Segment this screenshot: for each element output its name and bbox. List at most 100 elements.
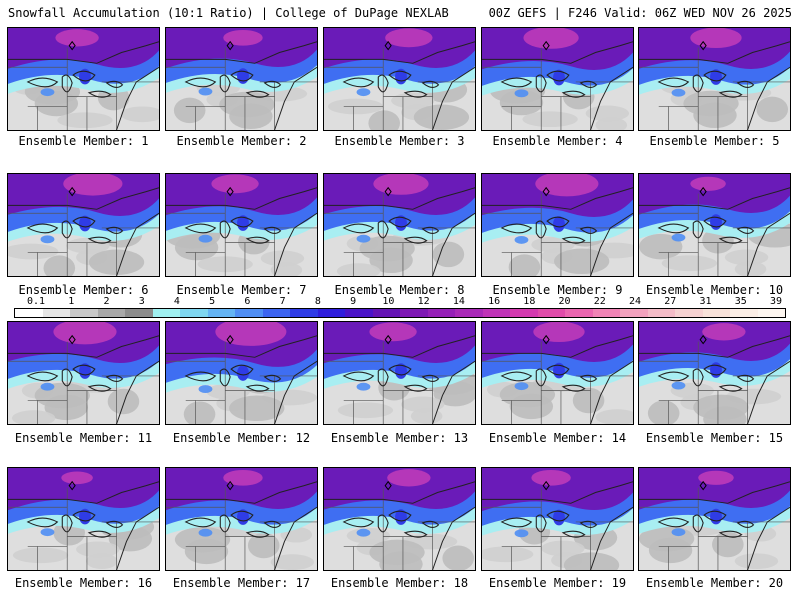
colorbar-swatch xyxy=(42,309,70,317)
colorbar-tick-label: 5 xyxy=(209,296,216,307)
colorbar-swatch xyxy=(647,309,675,317)
ensemble-member-label: Ensemble Member: 12 xyxy=(172,431,311,445)
colorbar-swatch xyxy=(235,309,263,317)
colorbar-tick-label: 31 xyxy=(699,296,712,307)
snowfall-map xyxy=(482,174,633,276)
ensemble-member-label: Ensemble Member: 16 xyxy=(14,576,153,590)
colorbar-swatch xyxy=(565,309,593,317)
ensemble-member-label: Ensemble Member: 20 xyxy=(645,576,784,590)
run-info: 00Z GEFS | F246 Valid: 06Z WED NOV 26 20… xyxy=(488,6,792,20)
snowfall-map xyxy=(166,174,317,276)
colorbar-swatch xyxy=(125,309,153,317)
ensemble-map-panel xyxy=(638,321,791,425)
colorbar xyxy=(14,308,786,318)
snowfall-map xyxy=(324,174,475,276)
snowfall-map xyxy=(324,468,475,570)
snowfall-map xyxy=(639,322,790,424)
ensemble-member-label: Ensemble Member: 19 xyxy=(488,576,627,590)
colorbar-swatch xyxy=(15,309,43,317)
colorbar-tick-label: 20 xyxy=(558,296,571,307)
snowfall-map xyxy=(166,322,317,424)
colorbar-swatch xyxy=(482,309,510,317)
colorbar-swatch xyxy=(372,309,400,317)
ensemble-member-label: Ensemble Member: 1 xyxy=(18,134,149,148)
colorbar-swatch xyxy=(510,309,538,317)
colorbar-swatch xyxy=(730,309,758,317)
colorbar-tick-label: 0.1 xyxy=(26,296,46,307)
colorbar-tick-label: 16 xyxy=(488,296,501,307)
ensemble-map-panel xyxy=(165,467,318,571)
ensemble-member-label: Ensemble Member: 8 xyxy=(334,283,465,297)
ensemble-map-panel xyxy=(323,467,476,571)
snowfall-map xyxy=(8,174,159,276)
ensemble-map-panel xyxy=(323,173,476,277)
ensemble-member-label: Ensemble Member: 4 xyxy=(492,134,623,148)
colorbar-swatch xyxy=(675,309,703,317)
snowfall-map xyxy=(482,28,633,130)
colorbar-swatch xyxy=(97,309,125,317)
ensemble-map-panel xyxy=(165,321,318,425)
colorbar-swatch xyxy=(152,309,180,317)
colorbar-tick-label: 22 xyxy=(593,296,606,307)
colorbar-swatch xyxy=(620,309,648,317)
snowfall-map xyxy=(166,28,317,130)
colorbar-tick-label: 8 xyxy=(314,296,321,307)
colorbar-tick-label: 6 xyxy=(244,296,251,307)
colorbar-swatch xyxy=(757,309,785,317)
colorbar-tick-label: 7 xyxy=(279,296,286,307)
colorbar-swatch xyxy=(537,309,565,317)
ensemble-map-panel xyxy=(481,467,634,571)
snowfall-map xyxy=(8,468,159,570)
colorbar-swatch xyxy=(317,309,345,317)
colorbar-tick-label: 10 xyxy=(382,296,395,307)
colorbar-swatch xyxy=(70,309,98,317)
colorbar-swatch xyxy=(290,309,318,317)
ensemble-map-panel xyxy=(481,321,634,425)
ensemble-map-panel xyxy=(165,27,318,131)
colorbar-tick-label: 1 xyxy=(68,296,75,307)
ensemble-member-label: Ensemble Member: 14 xyxy=(488,431,627,445)
ensemble-map-panel xyxy=(7,173,160,277)
ensemble-member-label: Ensemble Member: 15 xyxy=(645,431,784,445)
colorbar-tick-label: 14 xyxy=(452,296,465,307)
snowfall-map xyxy=(324,322,475,424)
ensemble-member-label: Ensemble Member: 5 xyxy=(649,134,780,148)
colorbar-swatch xyxy=(400,309,428,317)
colorbar-ticks: 0.1 1 2 3 4 5 6 7 8 9 10 12 14 16 18 20 22 24 27 31 35 39 xyxy=(14,296,786,308)
ensemble-member-label: Ensemble Member: 11 xyxy=(14,431,153,445)
snowfall-map xyxy=(324,28,475,130)
page-title: Snowfall Accumulation (10:1 Ratio) | Col… xyxy=(8,6,449,20)
colorbar-swatch xyxy=(262,309,290,317)
ensemble-member-label: Ensemble Member: 17 xyxy=(172,576,311,590)
colorbar-tick-label: 12 xyxy=(417,296,430,307)
ensemble-member-label: Ensemble Member: 10 xyxy=(645,283,784,297)
snowfall-map xyxy=(482,468,633,570)
colorbar-swatch xyxy=(702,309,730,317)
ensemble-map-panel xyxy=(638,467,791,571)
colorbar-tick-label: 39 xyxy=(769,296,783,307)
colorbar-swatch xyxy=(180,309,208,317)
header: Snowfall Accumulation (10:1 Ratio) | Col… xyxy=(0,0,800,24)
ensemble-member-label: Ensemble Member: 6 xyxy=(18,283,149,297)
colorbar-swatch xyxy=(455,309,483,317)
ensemble-member-label: Ensemble Member: 13 xyxy=(330,431,469,445)
ensemble-map-panel xyxy=(481,173,634,277)
colorbar-tick-label: 4 xyxy=(173,296,180,307)
ensemble-map-panel xyxy=(481,27,634,131)
ensemble-member-label: Ensemble Member: 9 xyxy=(492,283,623,297)
ensemble-member-label: Ensemble Member: 7 xyxy=(176,283,307,297)
colorbar-swatch xyxy=(427,309,455,317)
snowfall-map xyxy=(639,468,790,570)
ensemble-map-panel xyxy=(7,321,160,425)
ensemble-map-panel xyxy=(165,173,318,277)
colorbar-swatch xyxy=(592,309,620,317)
colorbar-swatch xyxy=(207,309,235,317)
snowfall-map xyxy=(482,322,633,424)
ensemble-map-panel xyxy=(323,27,476,131)
colorbar-tick-label: 9 xyxy=(350,296,357,307)
colorbar-swatch xyxy=(345,309,373,317)
snowfall-map xyxy=(8,28,159,130)
ensemble-map-panel xyxy=(323,321,476,425)
snowfall-map xyxy=(8,322,159,424)
ensemble-map-panel xyxy=(638,27,791,131)
